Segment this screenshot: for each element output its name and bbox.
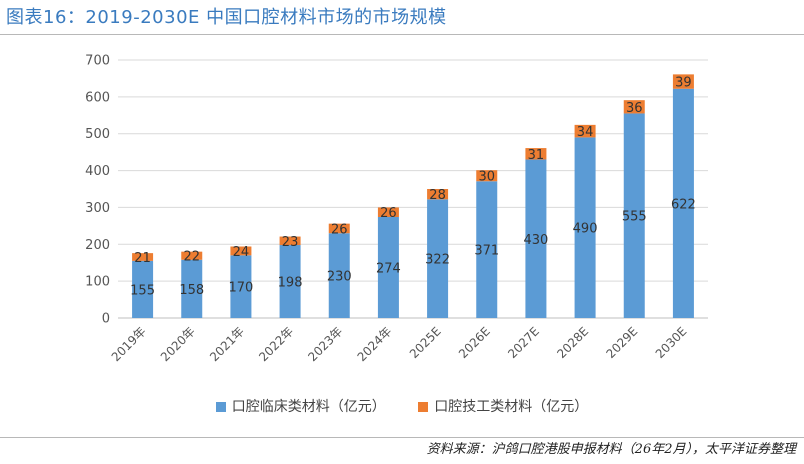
footer-divider <box>0 437 804 438</box>
data-label-lab: 23 <box>282 235 299 250</box>
data-label-lab: 31 <box>528 148 545 163</box>
x-tick-label: 2022年 <box>256 324 296 364</box>
x-axis-ticks: 2019年 2020年 2021年 2022年 2023年 2024年 2025E 2026E… <box>109 324 690 364</box>
data-label-clinical: 155 <box>130 283 155 298</box>
data-label-clinical: 555 <box>622 210 647 225</box>
x-tick-label: 2021年 <box>207 324 247 364</box>
data-label-lab: 22 <box>183 250 200 265</box>
x-tick-label: 2027E <box>505 324 542 361</box>
x-tick-label: 2026E <box>456 324 493 361</box>
bar-clinical <box>574 137 596 318</box>
bar-clinical <box>525 159 547 318</box>
y-tick-label: 200 <box>85 238 110 253</box>
x-tick-label: 2024年 <box>355 324 395 364</box>
data-label-clinical: 158 <box>179 283 204 298</box>
title-divider <box>0 34 804 35</box>
bar-clinical <box>377 217 399 318</box>
data-label-clinical: 274 <box>376 262 401 277</box>
y-tick-label: 0 <box>102 312 110 327</box>
bar-clinical <box>279 245 301 318</box>
x-tick-label: 2020年 <box>158 324 198 364</box>
bar-lab <box>574 124 596 138</box>
data-label-lab: 21 <box>134 251 151 266</box>
bar-clinical <box>476 181 498 318</box>
bar-clinical <box>672 88 694 319</box>
data-label-lab: 26 <box>331 222 348 237</box>
bar-lab <box>132 253 154 261</box>
bar-clinical <box>328 233 350 318</box>
x-tick-label: 2030E <box>653 324 690 361</box>
y-tick-label: 700 <box>85 54 110 69</box>
data-label-lab: 36 <box>626 101 643 116</box>
legend-swatch-clinical <box>215 402 226 412</box>
data-label-clinical: 322 <box>425 253 450 268</box>
data-labels: 155 21 158 22 170 24 198 23 230 26 274 26 322 28 371 30… <box>130 76 696 299</box>
x-tick-label: 2028E <box>554 324 591 361</box>
bar-lab <box>427 189 449 200</box>
stacked-bar-chart: 0 100 200 300 400 500 600 700 155 21 158 22 170 24 19… <box>85 54 708 364</box>
bar-lab <box>377 207 399 218</box>
data-label-clinical: 170 <box>229 281 254 296</box>
y-tick-label: 400 <box>85 164 110 179</box>
bar-clinical <box>623 113 645 318</box>
data-label-clinical: 371 <box>474 244 499 259</box>
data-label-clinical: 490 <box>573 222 598 237</box>
data-label-clinical: 230 <box>327 270 352 285</box>
gridlines <box>118 59 708 319</box>
bar-lab <box>328 223 350 234</box>
legend-label-lab: 口腔技工类材料（亿元） <box>434 399 589 415</box>
chart-title: 图表16：2019-2030E 中国口腔材料市场的市场规模 <box>6 7 447 28</box>
data-label-clinical: 622 <box>671 197 696 212</box>
bar-lab <box>672 74 694 89</box>
y-tick-label: 100 <box>85 275 110 290</box>
legend-label-clinical: 口腔临床类材料（亿元） <box>231 399 386 415</box>
bar-lab <box>623 100 645 114</box>
bar-clinical <box>181 259 203 318</box>
bars <box>132 74 694 319</box>
data-label-lab: 28 <box>429 188 446 203</box>
legend-item-lab: 口腔技工类材料（亿元） <box>418 396 588 416</box>
y-tick-label: 500 <box>85 127 110 142</box>
x-tick-label: 2029E <box>604 324 641 361</box>
data-label-clinical: 198 <box>278 276 303 291</box>
legend-item-clinical: 口腔临床类材料（亿元） <box>215 396 386 416</box>
data-label-lab: 39 <box>675 76 692 91</box>
bar-lab <box>525 148 547 160</box>
legend: 口腔临床类材料（亿元） 口腔技工类材料（亿元） <box>0 396 804 416</box>
data-label-lab: 26 <box>380 206 397 221</box>
bar-lab <box>279 236 301 246</box>
bar-clinical <box>132 260 154 318</box>
x-tick-label: 2019年 <box>109 324 149 364</box>
data-label-lab: 30 <box>478 170 495 185</box>
x-tick-label: 2025E <box>407 324 444 361</box>
y-axis-ticks: 0 100 200 300 400 500 600 700 <box>85 54 110 327</box>
source-note: 资料来源：沪鸽口腔港股申报材料（26年2月），太平洋证券整理 <box>426 442 796 457</box>
bar-clinical <box>427 199 449 318</box>
data-label-lab: 24 <box>233 245 250 260</box>
legend-swatch-lab <box>418 402 429 412</box>
bar-clinical <box>230 255 252 318</box>
bar-lab <box>230 246 252 256</box>
y-tick-label: 600 <box>85 90 110 105</box>
x-tick-label: 2023年 <box>305 324 345 364</box>
y-tick-label: 300 <box>85 201 110 216</box>
bar-lab <box>476 170 498 182</box>
bar-lab <box>181 251 203 260</box>
data-label-lab: 34 <box>577 125 594 140</box>
data-label-clinical: 430 <box>524 233 549 248</box>
